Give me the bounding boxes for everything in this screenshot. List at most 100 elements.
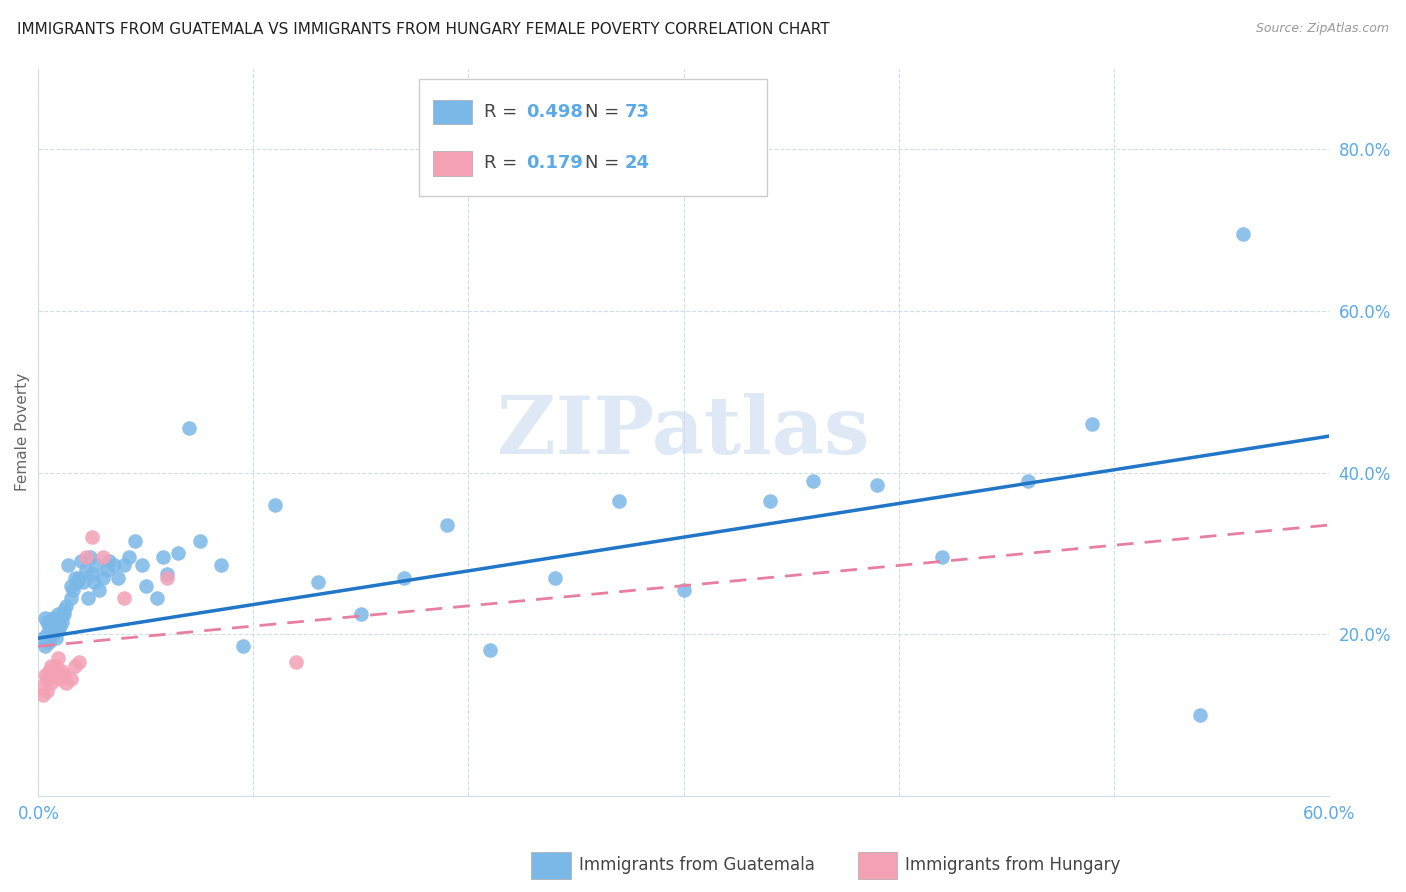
Text: R =: R = <box>484 154 523 172</box>
Point <box>82 530 104 544</box>
Point <box>45 659 67 673</box>
Point <box>1081 417 1104 431</box>
Point <box>49 611 72 625</box>
Point <box>53 603 76 617</box>
Point <box>51 607 73 621</box>
Point <box>91 571 114 585</box>
Point <box>63 571 86 585</box>
Point <box>801 474 824 488</box>
Point <box>53 607 76 621</box>
Point <box>42 611 65 625</box>
Point <box>135 579 157 593</box>
Point <box>35 683 58 698</box>
Point <box>436 518 458 533</box>
Point <box>42 627 65 641</box>
Point <box>1017 474 1039 488</box>
Point <box>67 571 90 585</box>
Text: 73: 73 <box>624 103 650 121</box>
Point <box>38 664 60 678</box>
Point <box>72 574 94 589</box>
Point <box>307 574 329 589</box>
Point <box>45 631 67 645</box>
Point <box>264 498 287 512</box>
Point <box>51 664 73 678</box>
Point <box>1188 708 1211 723</box>
Point <box>66 574 89 589</box>
Point <box>46 623 69 637</box>
Point <box>49 619 72 633</box>
Text: ZIPatlas: ZIPatlas <box>498 393 870 471</box>
Point <box>156 571 179 585</box>
Point <box>35 627 58 641</box>
Point <box>91 550 114 565</box>
Point <box>38 635 60 649</box>
Point <box>76 591 98 605</box>
Point <box>131 558 153 573</box>
Point <box>39 659 62 673</box>
Point <box>70 554 93 568</box>
Point <box>103 558 125 573</box>
Point <box>1232 227 1254 242</box>
Point <box>98 554 121 568</box>
Point <box>866 477 889 491</box>
Point <box>931 550 953 565</box>
Point <box>38 619 60 633</box>
Text: R =: R = <box>484 103 523 121</box>
Text: 24: 24 <box>624 154 650 172</box>
Point <box>392 571 415 585</box>
Point <box>152 550 174 565</box>
Point <box>34 611 56 625</box>
Point <box>75 562 97 576</box>
Point <box>96 562 118 576</box>
Point <box>124 534 146 549</box>
Point <box>87 582 110 597</box>
Point <box>543 571 565 585</box>
Text: Immigrants from Guatemala: Immigrants from Guatemala <box>579 856 815 874</box>
Point <box>112 591 135 605</box>
Point <box>86 558 108 573</box>
Point <box>285 656 308 670</box>
Text: 0.498: 0.498 <box>526 103 583 121</box>
Point <box>59 672 82 686</box>
Point <box>49 672 72 686</box>
Point <box>145 591 167 605</box>
Point <box>59 591 82 605</box>
Point <box>30 680 52 694</box>
Point <box>112 558 135 573</box>
Point <box>67 656 90 670</box>
Point <box>39 623 62 637</box>
Point <box>53 667 76 681</box>
Point <box>607 493 630 508</box>
Point <box>55 675 77 690</box>
Text: N =: N = <box>585 154 624 172</box>
Point <box>209 558 232 573</box>
Point <box>59 579 82 593</box>
Text: Source: ZipAtlas.com: Source: ZipAtlas.com <box>1256 22 1389 36</box>
Point <box>350 607 373 621</box>
Y-axis label: Female Poverty: Female Poverty <box>15 373 30 491</box>
Point <box>46 607 69 621</box>
Point <box>35 615 58 629</box>
Point <box>156 566 179 581</box>
Point <box>83 574 105 589</box>
Point <box>45 615 67 629</box>
Point <box>82 566 104 581</box>
Text: N =: N = <box>585 103 624 121</box>
Point <box>118 550 141 565</box>
Point <box>46 651 69 665</box>
Point <box>51 615 73 629</box>
Point <box>63 659 86 673</box>
Point <box>79 550 101 565</box>
Point <box>39 675 62 690</box>
Point <box>34 667 56 681</box>
Point <box>177 421 200 435</box>
Point <box>75 550 97 565</box>
Text: Immigrants from Hungary: Immigrants from Hungary <box>905 856 1121 874</box>
Point <box>188 534 211 549</box>
Point <box>39 615 62 629</box>
Point <box>167 546 190 560</box>
Point <box>758 493 780 508</box>
Point <box>34 640 56 654</box>
Point <box>62 582 84 597</box>
Text: 0.179: 0.179 <box>526 154 582 172</box>
